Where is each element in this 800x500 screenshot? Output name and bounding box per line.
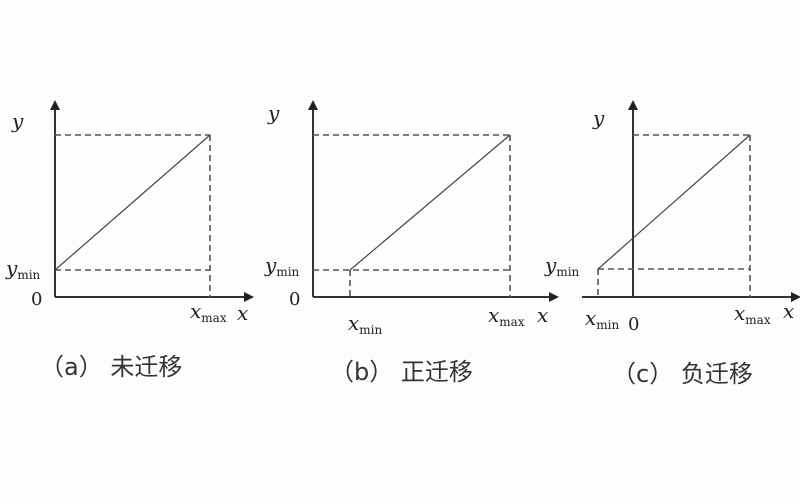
panel-a: y ymin 0 xmax x （a） 未迁移: [5, 100, 254, 381]
xmin-label: xmin: [348, 311, 382, 337]
x-axis-label: x: [537, 303, 548, 327]
ymin-label: ymin: [264, 253, 300, 279]
origin-label: 0: [31, 289, 42, 310]
xmin-label: xmin: [585, 306, 619, 332]
y-axis-label: y: [11, 109, 24, 133]
caption-b: （b） 正迁移: [330, 358, 473, 386]
caption-c: （c） 负迁移: [612, 360, 753, 388]
xmax-label: xmax: [734, 301, 771, 327]
panel-c: y ymin xmin 0 xmax x （c） 负迁移: [544, 100, 800, 388]
y-axis-label: y: [267, 101, 280, 125]
y-axis-label: y: [592, 106, 605, 130]
ymin-label: ymin: [5, 256, 41, 282]
transfer-line: [597, 134, 751, 270]
transfer-line: [349, 134, 511, 271]
origin-label: 0: [628, 314, 639, 335]
panel-b: y ymin 0 xmin xmax x （b） 正迁移: [264, 100, 559, 386]
xmax-label: xmax: [190, 299, 227, 325]
origin-label: 0: [289, 289, 300, 310]
caption-a: （a） 未迁移: [40, 353, 182, 381]
x-axis-label: x: [237, 301, 248, 325]
ymin-label: ymin: [544, 253, 580, 279]
xmax-label: xmax: [488, 303, 525, 329]
x-axis-label: x: [783, 299, 794, 323]
transfer-line: [54, 134, 211, 271]
